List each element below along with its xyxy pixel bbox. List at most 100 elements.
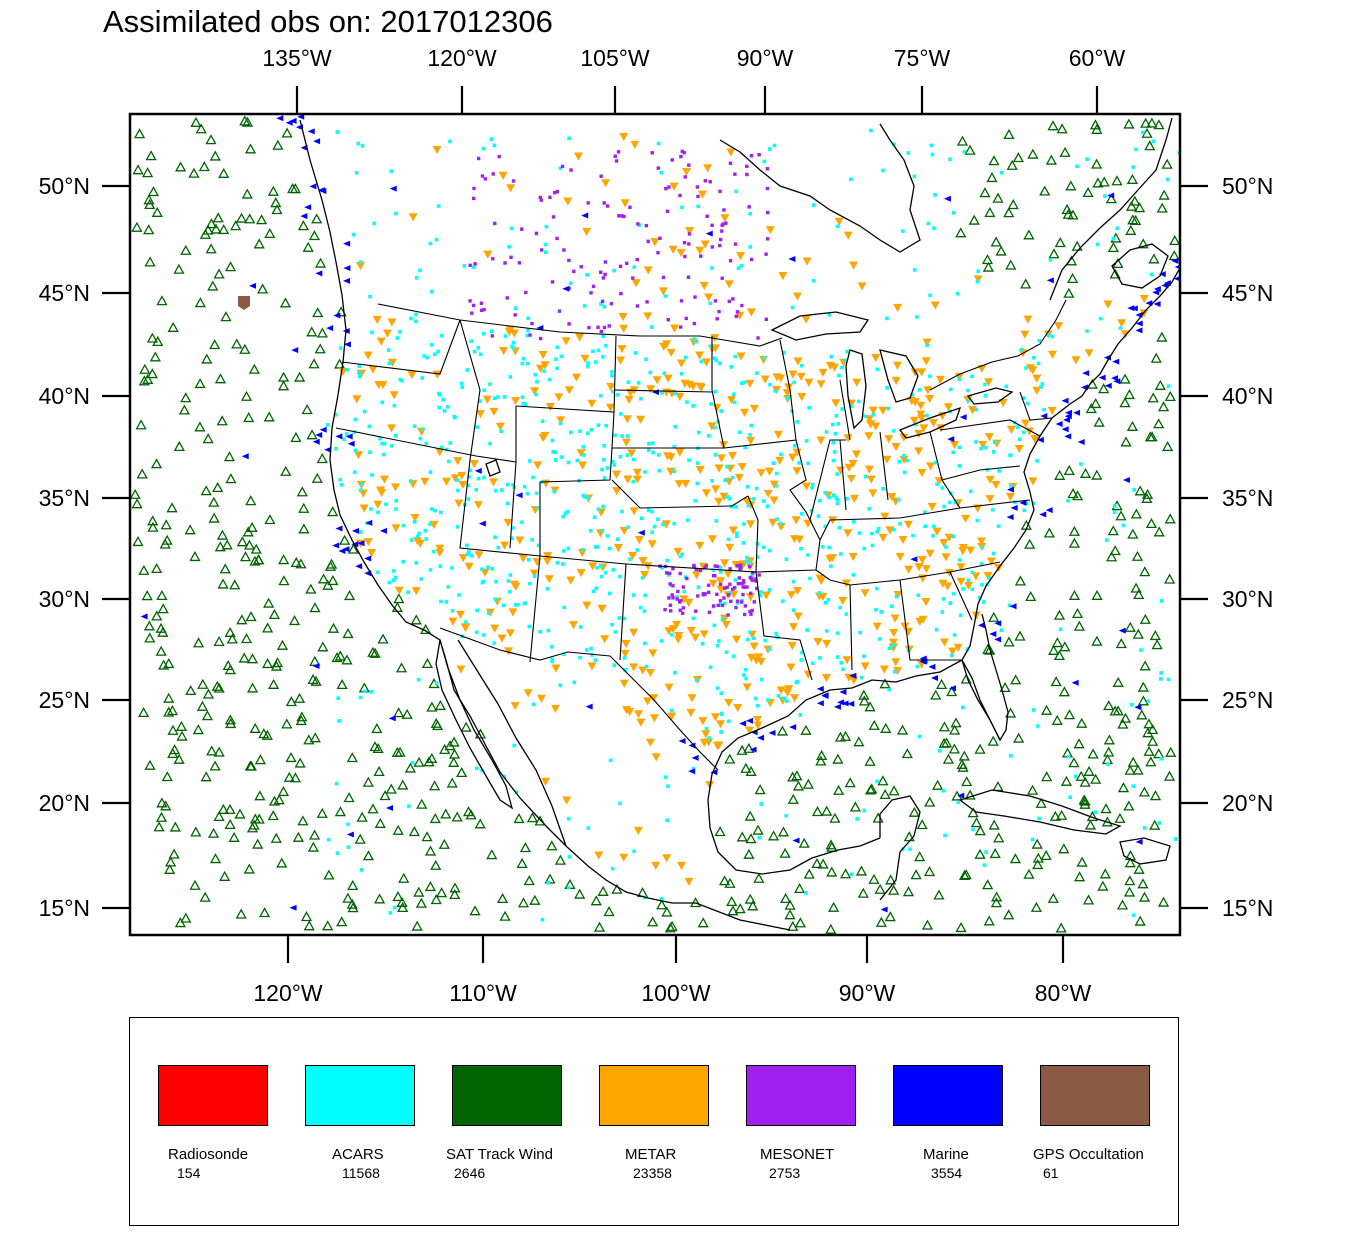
sat-wind-marker xyxy=(908,806,921,817)
acars-marker xyxy=(711,568,716,572)
sat-wind-marker xyxy=(1133,863,1145,874)
right-lat-label: 45°N xyxy=(1222,280,1273,306)
acars-marker xyxy=(408,479,413,483)
sat-wind-marker xyxy=(241,116,254,127)
acars-marker xyxy=(756,555,760,559)
sat-wind-marker xyxy=(267,678,280,689)
sat-wind-marker xyxy=(155,622,167,633)
sat-wind-marker xyxy=(244,143,257,154)
metar-marker xyxy=(551,664,561,673)
sat-wind-marker xyxy=(956,758,968,769)
metar-marker xyxy=(530,387,540,396)
acars-marker xyxy=(941,597,946,601)
acars-marker xyxy=(735,534,739,539)
acars-marker xyxy=(975,518,980,523)
metar-marker xyxy=(630,140,640,149)
acars-marker xyxy=(610,373,614,378)
metar-marker xyxy=(640,570,650,580)
acars-marker xyxy=(758,590,763,594)
sat-wind-marker xyxy=(224,664,236,675)
sat-wind-marker xyxy=(306,326,318,337)
acars-marker xyxy=(838,552,843,556)
sat-wind-marker xyxy=(415,897,427,908)
metar-marker xyxy=(606,383,616,392)
sat-wind-marker xyxy=(1144,140,1156,151)
metar-marker xyxy=(834,217,844,226)
metar-marker xyxy=(666,348,676,357)
metar-marker xyxy=(893,361,903,370)
metar-marker xyxy=(745,379,755,388)
sat-wind-marker xyxy=(210,223,222,234)
metar-marker xyxy=(882,455,892,464)
sat-wind-marker xyxy=(798,837,810,848)
marine-marker xyxy=(880,906,888,913)
metar-marker xyxy=(509,329,519,338)
acars-marker xyxy=(646,508,651,512)
marine-marker xyxy=(1135,838,1143,845)
acars-marker xyxy=(759,677,764,682)
sat-wind-marker xyxy=(933,889,945,900)
metar-marker xyxy=(903,520,913,529)
mesonet-marker xyxy=(692,321,697,326)
mesonet-marker xyxy=(491,172,495,176)
sat-wind-marker xyxy=(292,831,305,842)
sat-wind-marker xyxy=(1067,272,1079,283)
sat-wind-marker xyxy=(1050,676,1062,687)
sat-wind-marker xyxy=(138,564,150,575)
map-figure: 135°W 120°W 105°W 90°W 75°W 60°W 120°W 1… xyxy=(39,45,1274,1006)
metar-marker xyxy=(958,544,968,553)
mesonet-marker xyxy=(739,566,743,570)
gps-occultation-marker xyxy=(238,296,250,310)
acars-marker xyxy=(875,586,879,591)
acars-marker xyxy=(521,356,526,361)
sat-wind-marker xyxy=(226,633,238,644)
acars-marker xyxy=(418,436,423,441)
metar-marker xyxy=(998,399,1008,408)
acars-marker xyxy=(567,136,571,141)
acars-marker xyxy=(412,520,417,524)
legend-count: 61 xyxy=(1043,1165,1059,1181)
acars-marker xyxy=(744,676,748,681)
metar-marker xyxy=(778,272,788,281)
acars-marker xyxy=(508,589,512,594)
acars-marker xyxy=(937,748,942,753)
acars-marker xyxy=(714,358,719,363)
acars-marker xyxy=(591,349,595,354)
acars-marker xyxy=(849,177,853,181)
acars-marker xyxy=(798,713,803,717)
bottom-lon-label: 120°W xyxy=(253,980,323,1006)
metar-marker xyxy=(746,653,756,662)
acars-marker xyxy=(444,600,449,604)
mesonet-marker xyxy=(728,582,732,586)
sat-wind-marker xyxy=(312,307,324,318)
sat-wind-marker xyxy=(245,611,257,622)
acars-marker xyxy=(434,681,439,686)
sat-wind-marker xyxy=(964,144,976,155)
sat-wind-marker xyxy=(440,808,452,819)
sat-wind-marker xyxy=(529,894,541,905)
atlantic-coastline xyxy=(961,267,1180,661)
acars-marker xyxy=(620,509,624,514)
sat-wind-marker xyxy=(212,481,224,493)
acars-marker xyxy=(388,911,393,915)
acars-marker xyxy=(1020,347,1024,352)
metar-marker xyxy=(638,557,648,566)
sat-wind-marker xyxy=(429,812,441,824)
acars-marker xyxy=(622,616,627,621)
sat-wind-marker xyxy=(1147,392,1159,403)
state-line xyxy=(459,319,627,565)
sat-wind-marker xyxy=(144,632,156,643)
metar-marker xyxy=(580,354,590,363)
sat-wind-marker xyxy=(1047,892,1059,903)
sat-wind-marker xyxy=(130,488,141,499)
metar-marker xyxy=(921,598,931,607)
acars-marker xyxy=(1036,361,1041,366)
acars-marker xyxy=(957,464,962,468)
marine-marker xyxy=(1130,305,1138,312)
acars-marker xyxy=(992,450,996,454)
mesonet-marker xyxy=(725,585,729,589)
metar-marker xyxy=(921,565,931,574)
sat-wind-marker xyxy=(1123,389,1136,400)
sat-wind-marker xyxy=(343,589,356,601)
mesonet-marker xyxy=(505,296,509,300)
